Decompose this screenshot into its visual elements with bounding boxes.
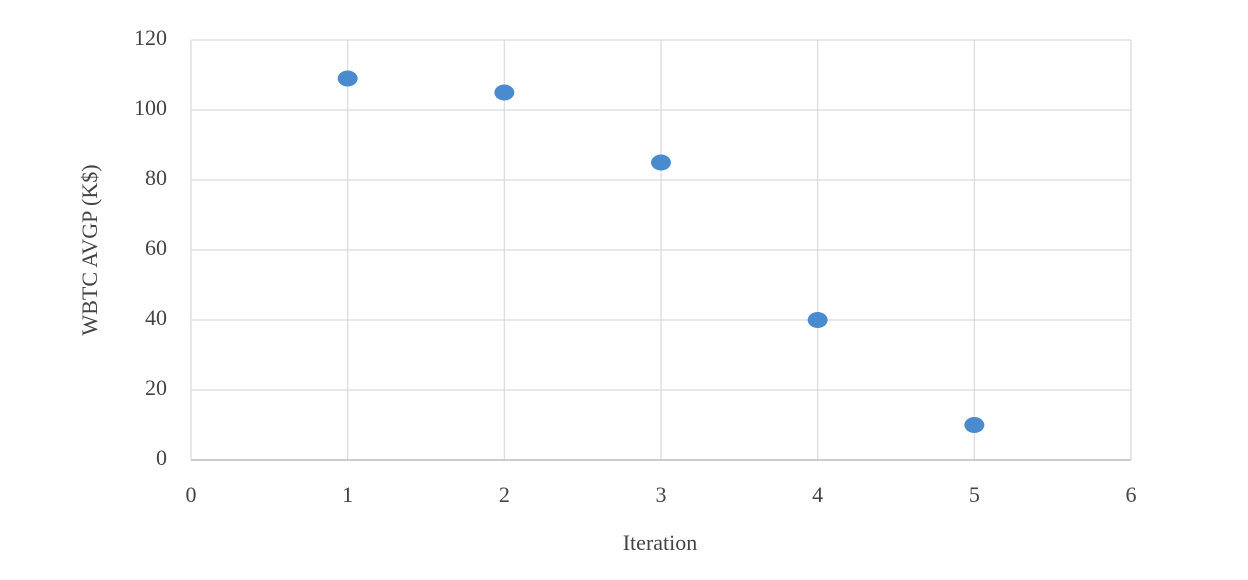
- y-tick-label: 40: [145, 305, 167, 330]
- x-axis-label: Iteration: [623, 530, 698, 555]
- y-tick-label: 100: [134, 95, 167, 120]
- x-tick-label: 2: [499, 482, 510, 507]
- x-tick-label: 6: [1126, 482, 1137, 507]
- y-axis-label: WBTC AVGP (K$): [77, 164, 102, 335]
- y-tick-label: 80: [145, 165, 167, 190]
- x-tick-label: 0: [186, 482, 197, 507]
- y-tick-label: 20: [145, 375, 167, 400]
- point: [651, 154, 671, 171]
- x-tick-label: 1: [342, 482, 353, 507]
- y-tick-label: 120: [134, 25, 167, 50]
- x-tick-label: 4: [812, 482, 823, 507]
- point: [337, 70, 358, 87]
- x-tick-label: 3: [656, 482, 667, 507]
- y-tick-label: 60: [145, 235, 167, 260]
- point: [964, 417, 985, 433]
- point: [807, 312, 828, 328]
- x-tick-label: 5: [969, 482, 980, 507]
- y-tick-label: 0: [156, 445, 167, 470]
- point: [494, 84, 515, 101]
